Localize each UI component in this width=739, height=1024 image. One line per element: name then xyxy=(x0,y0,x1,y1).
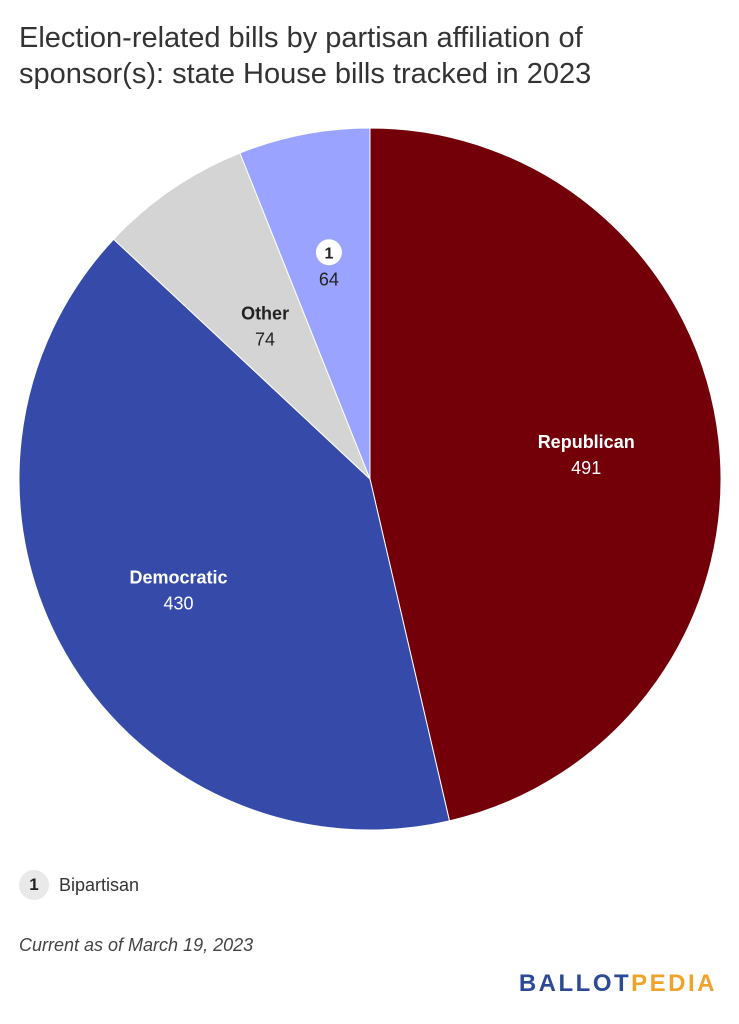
legend-label: Bipartisan xyxy=(59,874,140,895)
pie-slices xyxy=(18,127,722,831)
ballotpedia-logo: BALLOTPEDIA xyxy=(519,970,717,998)
pie-slice-republican xyxy=(369,127,722,822)
pie-labels: Republican 491 Democratic 430 Other 74 1 64 xyxy=(129,239,635,614)
logo-part-ballot: BALLOT xyxy=(518,970,632,997)
logo-part-pedia: PEDIA xyxy=(631,970,717,997)
slice-label-republican: Republican xyxy=(538,432,635,452)
slice-label-democratic: Democratic xyxy=(129,568,227,588)
slice-value-republican: 491 xyxy=(571,458,601,478)
chart-title: Election-related bills by partisan affil… xyxy=(19,22,592,90)
footnote: Current as of March 19, 2023 xyxy=(19,935,254,955)
legend-badge: 1 xyxy=(19,870,49,900)
pie-slice-democratic xyxy=(18,238,451,831)
slice-value-bipartisan: 64 xyxy=(319,269,339,289)
slice-value-democratic: 430 xyxy=(163,594,193,614)
slice-label-other: Other xyxy=(241,303,289,323)
pie-slice-bipartisan xyxy=(239,127,371,480)
slice-badge-bg xyxy=(315,239,342,266)
pie-slice-other xyxy=(112,152,371,480)
slice-badge-text: 1 xyxy=(324,245,333,262)
legend: 1 Bipartisan xyxy=(19,870,139,900)
slice-value-other: 74 xyxy=(255,329,275,349)
